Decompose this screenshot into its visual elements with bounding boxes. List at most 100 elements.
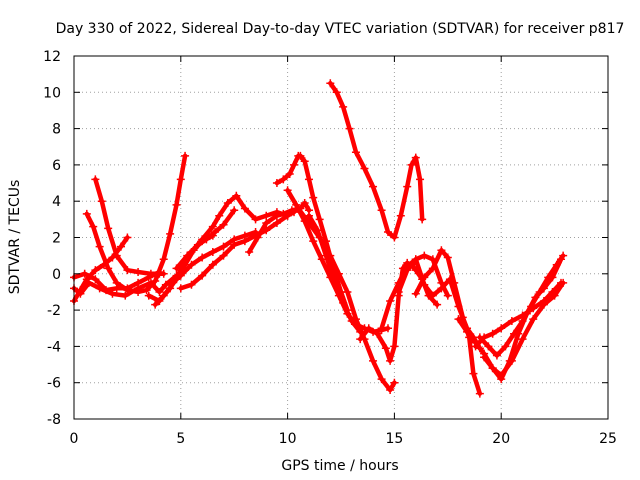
data-point: [134, 278, 143, 287]
data-point: [559, 251, 568, 260]
data-point: [219, 242, 228, 251]
data-point: [518, 335, 527, 344]
data-point: [390, 233, 399, 242]
data-point: [420, 251, 429, 260]
data-point: [309, 237, 318, 246]
data-point: [121, 291, 130, 300]
x-tick-label: 5: [176, 431, 185, 447]
data-point: [484, 342, 493, 351]
data-point: [112, 278, 121, 287]
data-point: [91, 266, 100, 275]
y-tick-label: -2: [47, 303, 61, 319]
data-point: [347, 316, 356, 325]
y-tick-label: 10: [43, 85, 61, 101]
data-point: [529, 315, 538, 324]
data-point: [123, 266, 132, 275]
data-point: [181, 151, 190, 160]
data-point: [403, 266, 412, 275]
data-point: [373, 329, 382, 338]
y-tick-label: 8: [52, 122, 61, 138]
series-line-19: [413, 247, 483, 396]
grid: [74, 56, 608, 419]
data-point: [272, 218, 281, 227]
data-point: [332, 88, 341, 97]
y-ticks: -8 -6 -4 -2 0 2 4 6 8 10 12: [43, 49, 608, 428]
data-point: [304, 211, 313, 220]
data-point: [326, 79, 335, 88]
data-point: [95, 242, 104, 251]
data-point: [330, 277, 339, 286]
data-point: [411, 153, 420, 162]
data-point: [394, 287, 403, 296]
y-tick-label: 2: [52, 231, 61, 247]
data-point: [176, 175, 185, 184]
data-point: [475, 389, 484, 398]
data-point: [304, 175, 313, 184]
data-point: [208, 260, 217, 269]
series-markers-9: [176, 208, 299, 293]
data-point: [469, 369, 478, 378]
data-point: [377, 206, 386, 215]
data-point: [210, 228, 219, 237]
data-point: [193, 240, 202, 249]
data-point: [219, 251, 228, 260]
data-point: [166, 280, 175, 289]
series-markers-10: [172, 206, 239, 273]
data-point: [123, 233, 132, 242]
data-point: [309, 193, 318, 202]
data-point: [407, 160, 416, 169]
data-point: [535, 287, 544, 296]
data-point: [386, 385, 395, 394]
series-line-22: [473, 280, 564, 349]
data-point: [279, 175, 288, 184]
data-point: [198, 253, 207, 262]
data-point: [390, 378, 399, 387]
data-point: [550, 291, 559, 300]
data-point: [272, 211, 281, 220]
x-axis-label: GPS time / hours: [281, 458, 398, 474]
data-point: [377, 324, 386, 333]
data-point: [187, 280, 196, 289]
data-point: [433, 300, 442, 309]
y-axis-label: SDTVAR / TECUs: [7, 180, 23, 295]
y-tick-label: -6: [47, 376, 61, 392]
x-tick-label: 15: [385, 431, 403, 447]
data-point: [390, 342, 399, 351]
data-point: [450, 278, 459, 287]
data-point: [418, 215, 427, 224]
data-point: [112, 251, 121, 260]
plot-series: [70, 79, 568, 398]
data-point: [386, 356, 395, 365]
data-point: [322, 251, 331, 260]
series-line-9: [178, 209, 297, 291]
data-point: [151, 300, 160, 309]
y-tick-label: -4: [47, 339, 61, 355]
data-point: [315, 215, 324, 224]
data-point: [544, 273, 553, 282]
data-point: [262, 211, 271, 220]
data-point: [176, 271, 185, 280]
series-markers-12: [272, 151, 352, 315]
data-point: [552, 260, 561, 269]
data-point: [176, 284, 185, 293]
data-point: [507, 356, 516, 365]
data-point: [386, 297, 395, 306]
data-point: [262, 218, 271, 227]
data-point: [134, 287, 143, 296]
data-point: [443, 291, 452, 300]
data-point: [91, 175, 100, 184]
data-point: [334, 269, 343, 278]
data-point: [159, 255, 168, 264]
y-tick-label: 0: [52, 267, 61, 283]
data-point: [497, 371, 506, 380]
data-point: [183, 251, 192, 260]
data-point: [377, 375, 386, 384]
data-point: [159, 291, 168, 300]
data-point: [458, 313, 467, 322]
series-markers-5: [91, 175, 168, 278]
data-point: [300, 157, 309, 166]
data-point: [411, 255, 420, 264]
data-point: [339, 298, 348, 307]
series-markers-15: [304, 211, 365, 336]
